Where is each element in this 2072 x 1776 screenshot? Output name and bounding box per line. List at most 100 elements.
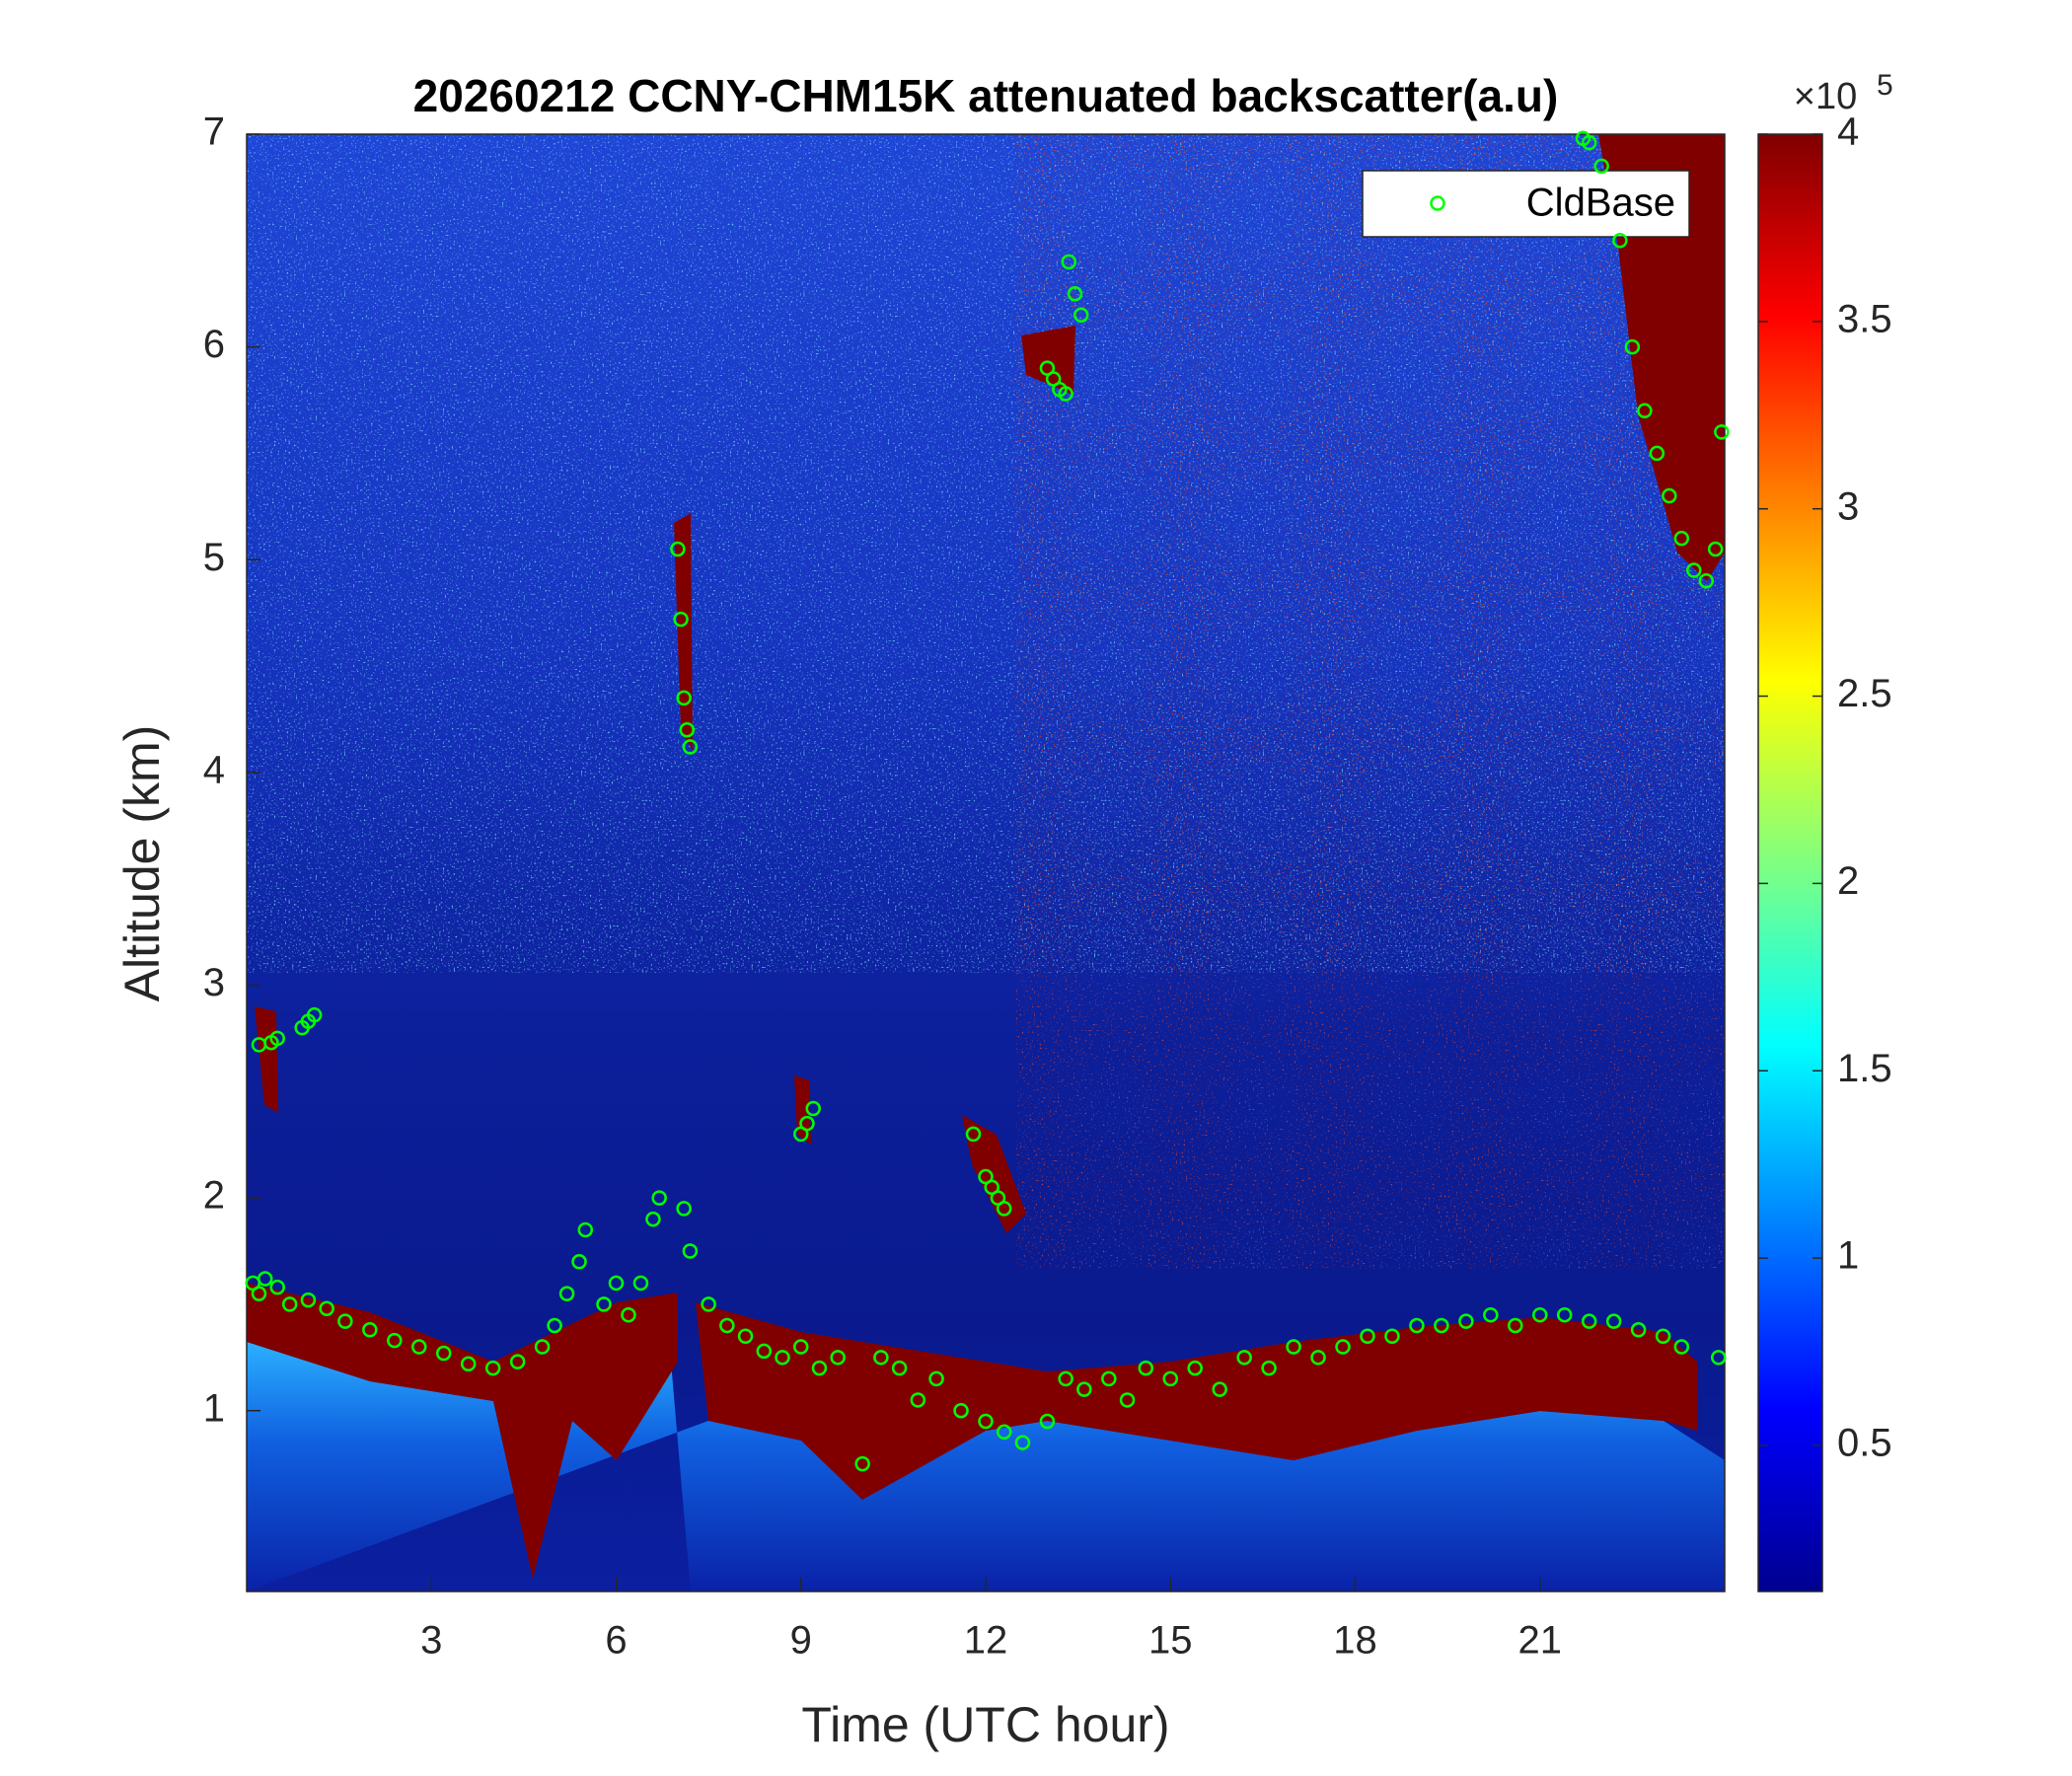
colorbar-tick-label: 2 [1837, 859, 1859, 903]
legend: CldBase [1362, 170, 1690, 238]
cloud-base-point [1581, 134, 1597, 151]
cloud-base-point [775, 1350, 790, 1366]
cloud-base-point [830, 1350, 846, 1366]
cloud-base-point [811, 1360, 828, 1376]
cloud-base-point [1058, 1370, 1073, 1387]
cloud-base-point [1138, 1360, 1154, 1376]
cloud-base-point [1076, 1381, 1092, 1397]
cloud-base-point [1707, 541, 1724, 557]
cloud-base-point [257, 1271, 273, 1287]
colorbar-tick-label: 2.5 [1837, 672, 1892, 715]
y-tick-label: 6 [203, 323, 225, 366]
cloud-base-point [1673, 1339, 1690, 1355]
cloud-base-point [1073, 307, 1089, 324]
cloud-base-point [1508, 1317, 1523, 1334]
chart-title: 20260212 CCNY-CHM15K attenuated backscat… [413, 70, 1559, 121]
cloud-base-point [645, 1211, 661, 1227]
cloud-base-point [387, 1332, 403, 1349]
x-axis-label: Time (UTC hour) [801, 1697, 1169, 1752]
cloud-base-point [1711, 1350, 1727, 1366]
x-tick-label: 3 [420, 1619, 442, 1663]
cloud-base-point [1384, 1328, 1400, 1345]
cloud-base-point [676, 690, 692, 706]
cloud-base-point [306, 1006, 323, 1023]
colorbar-tick-label: 0.5 [1837, 1421, 1892, 1464]
cloud-base-point [621, 1306, 636, 1323]
cloud-base-point [1581, 1313, 1597, 1329]
cloud-base-point [682, 1243, 699, 1259]
cloud-base-point [1532, 1306, 1548, 1323]
cloud-base-point [362, 1322, 378, 1338]
cloud-base-point [547, 1317, 562, 1334]
cloud-base-point [608, 1275, 625, 1292]
cloud-base-point [300, 1292, 317, 1308]
cloud-base-point [805, 1100, 821, 1117]
cloud-base-point [965, 1126, 982, 1143]
colorbar-tick-label: 4 [1837, 111, 1859, 154]
colorbar-tick-label: 3.5 [1837, 297, 1892, 340]
cloud-base-point [571, 1254, 587, 1270]
cloud-base-point [1458, 1313, 1474, 1329]
cloud-base-point [701, 1296, 716, 1312]
cloud-base-point [1556, 1306, 1573, 1323]
cloud-base-point [577, 1221, 594, 1238]
colorbar-tick-label: 1.5 [1837, 1047, 1892, 1090]
cloud-base-point [1409, 1317, 1425, 1334]
colorbar-tick-label: 3 [1837, 484, 1859, 528]
cloud-base-point [1662, 487, 1677, 504]
cloud-base-point [558, 1286, 575, 1301]
cloud-base-point [596, 1296, 612, 1312]
cloud-base-point [1101, 1370, 1117, 1387]
cloud-base-point [1612, 233, 1628, 249]
cloud-base-point [534, 1339, 551, 1355]
backscatter-field [247, 134, 1725, 1591]
cloud-base-point [1593, 158, 1609, 175]
x-tick-label: 18 [1333, 1619, 1377, 1663]
cloud-base-point [793, 1339, 809, 1355]
y-tick-label: 1 [203, 1386, 225, 1430]
cloud-base-point [1310, 1350, 1326, 1366]
cloud-base-point [891, 1360, 908, 1376]
cloud-base-point [1187, 1360, 1203, 1376]
cloud-base-point [953, 1402, 969, 1419]
cloud-base-point [1686, 562, 1702, 578]
cloud-base-point [1014, 1435, 1031, 1450]
y-tick-label: 7 [203, 111, 225, 154]
cloud-base-point [269, 1030, 285, 1047]
cloud-base-point [1039, 1413, 1056, 1430]
cloud-base-point [1162, 1370, 1178, 1387]
legend-box [1362, 170, 1690, 238]
cloud-base-point [1637, 403, 1653, 419]
y-axis-label: Altitude (km) [114, 725, 170, 1002]
cloud-base-point [1483, 1306, 1499, 1323]
cloud-base-point [799, 1115, 815, 1132]
x-tick-label: 6 [605, 1619, 627, 1663]
y-tick-label: 5 [203, 536, 225, 579]
cloud-base-point [676, 1201, 692, 1217]
cloud-base-point [1335, 1339, 1351, 1355]
cloud-base-point [1605, 1313, 1622, 1329]
cloud-base-point [719, 1317, 735, 1334]
cloud-base-point [978, 1413, 994, 1430]
cloud-base-point [411, 1339, 427, 1355]
cloud-base-point [632, 1275, 649, 1292]
cloud-base-point [1434, 1317, 1449, 1334]
cloud-base-point [996, 1424, 1012, 1441]
y-tick-label: 3 [203, 961, 225, 1004]
cloud-base-point [873, 1350, 889, 1366]
cloud-base-point [269, 1279, 285, 1295]
cloud-base-point [679, 721, 696, 738]
cloud-base-point [1698, 573, 1715, 589]
cloud-base-point [484, 1360, 501, 1376]
x-tick-label: 9 [790, 1619, 812, 1663]
cloud-base-point [1673, 530, 1690, 547]
cloud-base-point [281, 1296, 298, 1312]
cloud-base-point [928, 1370, 944, 1387]
cloud-base-point [1649, 445, 1665, 462]
colorbar-tick-label: 1 [1837, 1234, 1859, 1278]
cloud-base-point [1236, 1350, 1252, 1366]
cloud-base-point [1067, 285, 1083, 302]
cloud-base-point [1119, 1392, 1136, 1408]
cloud-base-point [673, 611, 689, 628]
